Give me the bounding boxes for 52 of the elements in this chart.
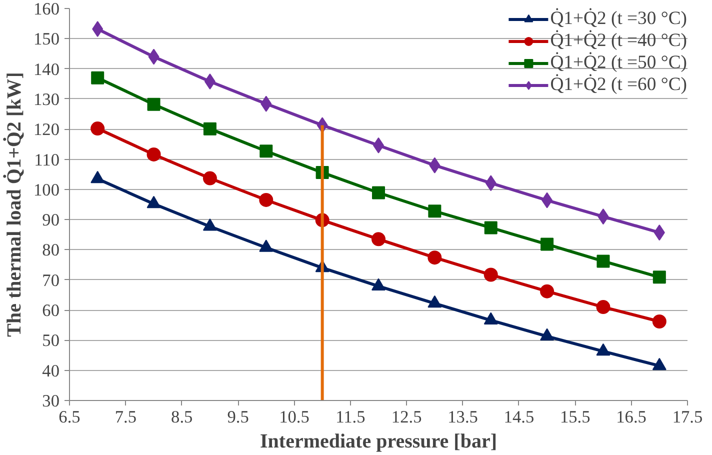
x-tick-label: 8.5 xyxy=(171,408,193,426)
point xyxy=(202,171,217,186)
x-tick-label: 17.5 xyxy=(672,408,703,426)
point xyxy=(90,122,105,136)
y-tick-label: 40 xyxy=(42,361,60,380)
point xyxy=(428,204,442,218)
point xyxy=(372,232,386,246)
y-tick-label: 160 xyxy=(34,0,60,18)
point xyxy=(652,314,666,328)
x-tick-label: 14.5 xyxy=(504,408,534,426)
legend-label: Q̇1+Q̇2 (t =60 °C) xyxy=(550,74,687,96)
point xyxy=(596,254,610,268)
y-tick-label: 60 xyxy=(42,301,60,320)
x-axis-title: Intermediate pressure [bar] xyxy=(260,430,498,452)
point xyxy=(484,268,498,282)
legend-label: Q̇1+Q̇2 (t =40 °C) xyxy=(550,30,687,52)
x-tick-label: 12.5 xyxy=(391,408,422,426)
point xyxy=(147,98,160,111)
legend-label: Q̇1+Q̇2 (t =50 °C) xyxy=(550,52,687,74)
point xyxy=(259,192,274,207)
point xyxy=(146,147,161,162)
point xyxy=(484,221,498,234)
y-tick-label: 110 xyxy=(34,150,60,170)
y-tick-label: 70 xyxy=(42,270,60,290)
point xyxy=(540,238,554,251)
y-tick-label: 30 xyxy=(42,392,60,410)
y-tick-label: 130 xyxy=(34,90,60,109)
x-tick-label: 16.5 xyxy=(616,408,646,426)
point xyxy=(203,122,216,136)
x-tick-label: 11.5 xyxy=(336,408,366,426)
x-tick-label: 9.5 xyxy=(227,408,249,426)
point xyxy=(91,71,104,84)
point xyxy=(596,300,610,314)
y-tick-label: 80 xyxy=(42,240,60,260)
point xyxy=(372,186,385,200)
point xyxy=(260,144,273,158)
y-tick-label: 140 xyxy=(34,60,60,79)
legend-label: Q̇1+Q̇2 (t =30 °C) xyxy=(550,8,687,30)
point xyxy=(540,284,554,298)
y-tick-label: 90 xyxy=(42,210,60,230)
y-tick-label: 120 xyxy=(34,120,60,140)
y-tick-label: 50 xyxy=(42,331,60,350)
x-tick-label: 6.5 xyxy=(58,408,80,426)
x-tick-label: 15.5 xyxy=(560,408,590,426)
y-tick-label: 150 xyxy=(34,30,60,49)
y-axis-title: The thermal load Q̇1+Q̇2 [kW] xyxy=(3,72,26,337)
x-tick-label: 13.5 xyxy=(448,408,478,426)
point xyxy=(428,250,442,265)
x-tick-label: 10.5 xyxy=(279,408,310,426)
x-tick-label: 7.5 xyxy=(114,408,137,426)
point xyxy=(652,270,666,284)
y-tick-label: 100 xyxy=(34,180,60,200)
